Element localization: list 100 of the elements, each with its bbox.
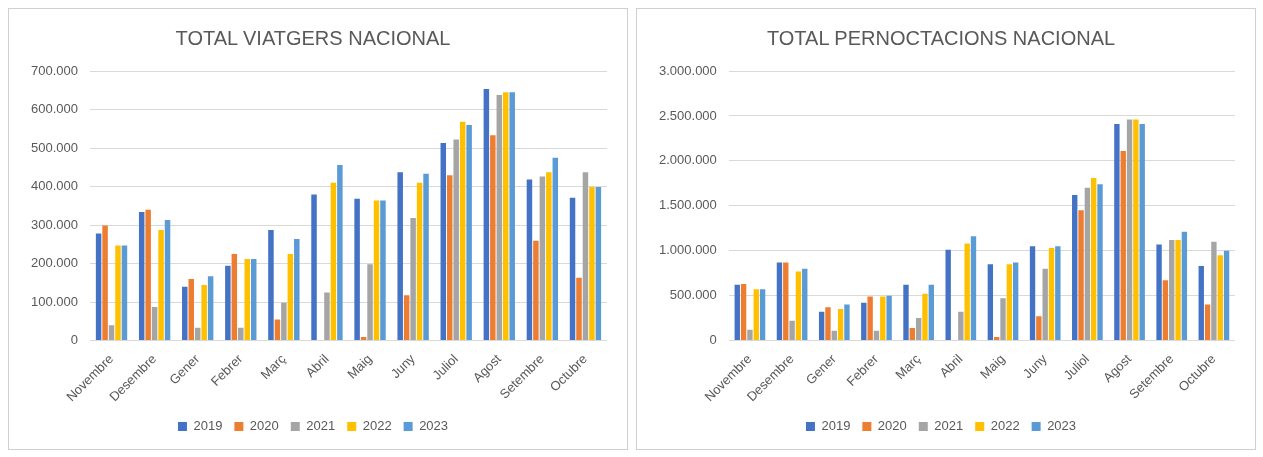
bar	[416, 182, 423, 341]
y-tick-label: 700.000	[30, 62, 78, 78]
bar	[95, 233, 102, 341]
bar	[294, 238, 300, 341]
bar	[1204, 304, 1211, 341]
bar	[922, 293, 928, 341]
bar	[1072, 195, 1078, 341]
bar	[861, 302, 867, 341]
bar	[589, 186, 595, 341]
bar	[576, 277, 582, 341]
y-tick-label: 1.500.000	[658, 197, 717, 213]
bar	[759, 289, 766, 341]
bar	[945, 249, 951, 341]
bar	[526, 179, 533, 341]
bar	[287, 253, 294, 341]
legend-label: 2020	[249, 418, 279, 434]
y-tick-label: 0	[709, 332, 717, 348]
bar	[459, 121, 466, 341]
bar	[740, 283, 747, 341]
bar	[1211, 241, 1217, 341]
bar	[194, 327, 201, 341]
bar	[164, 220, 171, 341]
bar	[582, 172, 589, 341]
bar	[1126, 119, 1133, 341]
bar	[274, 319, 281, 341]
bar	[1006, 264, 1013, 341]
bar	[509, 92, 515, 341]
bar	[138, 211, 145, 341]
bar	[795, 271, 802, 341]
legend-label: 2022	[990, 418, 1020, 434]
bar	[158, 230, 164, 341]
y-tick-label: 2.000.000	[658, 152, 717, 168]
bar	[546, 172, 552, 341]
bar	[268, 230, 274, 341]
y-tick-label: 300.000	[30, 216, 78, 232]
legend-label: 2021	[306, 418, 336, 434]
bar	[330, 182, 337, 341]
bar	[496, 94, 503, 341]
bar	[818, 311, 825, 341]
bar	[360, 337, 367, 341]
bar	[483, 89, 490, 341]
legend-label: 2019	[821, 418, 851, 434]
bar	[539, 176, 546, 341]
bar	[903, 284, 909, 341]
bar	[281, 302, 287, 341]
bar	[244, 258, 250, 341]
bar	[337, 164, 343, 341]
bar	[915, 318, 922, 341]
bar	[503, 92, 509, 341]
bar	[108, 325, 115, 341]
bar	[410, 218, 416, 341]
bar	[1042, 268, 1048, 341]
y-tick-label: 2.500.000	[658, 107, 717, 123]
bar	[753, 289, 759, 341]
bar	[1091, 177, 1097, 341]
bar	[490, 135, 496, 341]
bar	[1139, 124, 1145, 341]
bar	[569, 197, 576, 341]
bar	[403, 295, 410, 341]
bar	[115, 245, 121, 341]
bar	[802, 268, 808, 341]
bar	[1175, 239, 1181, 341]
y-tick-label: 200.000	[30, 255, 78, 271]
bar	[789, 320, 795, 341]
legend-label: 2019	[193, 418, 223, 434]
legend-label: 2023	[419, 418, 449, 434]
bar	[886, 295, 892, 341]
bar	[1198, 265, 1204, 341]
bar	[1133, 119, 1139, 341]
bar	[552, 157, 559, 341]
bar	[324, 292, 330, 341]
y-tick-label: 3.000.000	[658, 62, 717, 78]
bar	[783, 262, 789, 341]
bar	[225, 265, 231, 341]
bar	[1084, 187, 1091, 341]
bar	[970, 236, 977, 341]
bar	[145, 209, 151, 341]
bar	[1217, 255, 1223, 341]
bar	[1029, 246, 1036, 341]
bar	[825, 307, 831, 341]
bar	[844, 304, 850, 341]
bar	[182, 286, 188, 341]
bar	[373, 200, 380, 341]
bar	[201, 285, 207, 341]
bar	[121, 245, 128, 341]
y-tick-label: 500.000	[669, 287, 717, 303]
bar	[964, 243, 970, 341]
bar	[447, 175, 453, 341]
bar	[238, 327, 244, 341]
legend-label: 2023	[1047, 418, 1077, 434]
bar	[837, 309, 844, 341]
y-tick-label: 500.000	[30, 139, 78, 155]
legend-label: 2020	[877, 418, 907, 434]
bar	[397, 172, 403, 341]
bar	[1012, 262, 1019, 341]
bar	[533, 240, 539, 341]
bar	[367, 264, 373, 341]
bar	[231, 253, 238, 341]
bar	[734, 284, 740, 341]
chart-title: TOTAL VIATGERS NACIONAL	[175, 26, 451, 49]
